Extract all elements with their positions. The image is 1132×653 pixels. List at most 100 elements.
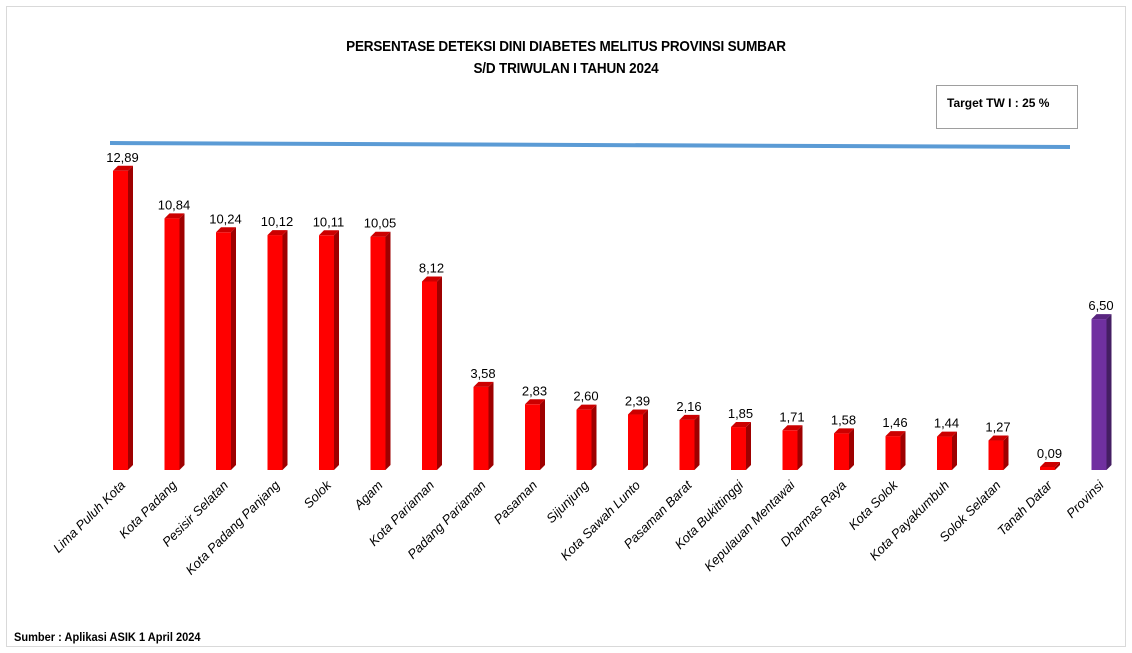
bar-top bbox=[216, 227, 236, 233]
bar bbox=[164, 218, 180, 470]
category-label: Agam bbox=[350, 477, 385, 512]
bar-side bbox=[694, 414, 700, 470]
bar-group bbox=[679, 414, 700, 470]
bar-top bbox=[731, 422, 751, 428]
bar-group bbox=[628, 409, 648, 470]
chart-title-line1: PERSENTASE DETEKSI DINI DIABETES MELITUS… bbox=[346, 38, 786, 55]
bar-group bbox=[731, 422, 751, 470]
bar bbox=[370, 236, 386, 470]
bar-side bbox=[128, 165, 133, 470]
bar bbox=[782, 430, 798, 470]
bar-side bbox=[1106, 314, 1112, 470]
target-box: Target TW I : 25 % bbox=[936, 85, 1078, 129]
bar bbox=[216, 232, 231, 470]
bar-group bbox=[216, 227, 236, 470]
bar-top bbox=[782, 425, 803, 431]
category-label: Sijunjung bbox=[543, 477, 592, 526]
bar-side bbox=[1003, 435, 1009, 470]
category-label: Pasaman bbox=[491, 478, 540, 527]
bar-group bbox=[422, 276, 442, 470]
bar-top bbox=[1040, 462, 1060, 467]
value-label: 10,05 bbox=[364, 216, 397, 231]
bar-top bbox=[937, 431, 957, 437]
value-label: 10,84 bbox=[158, 197, 191, 212]
bar-side bbox=[540, 399, 545, 470]
bar-group bbox=[1091, 314, 1112, 470]
bar bbox=[679, 419, 695, 470]
category-label: Kota Solok bbox=[846, 476, 902, 532]
bar-top bbox=[576, 404, 597, 410]
bar bbox=[473, 386, 489, 470]
bar bbox=[731, 427, 746, 470]
value-label: 2,16 bbox=[676, 399, 701, 414]
bar-side bbox=[797, 425, 803, 470]
value-label: 1,58 bbox=[831, 412, 856, 427]
category-label: Tanah Datar bbox=[994, 477, 1055, 538]
bar bbox=[937, 436, 952, 470]
source-note: Sumber : Aplikasi ASIK 1 April 2024 bbox=[14, 630, 201, 644]
bar bbox=[628, 414, 643, 470]
bar-group bbox=[473, 381, 494, 470]
bar-top bbox=[473, 381, 494, 387]
bar-group bbox=[267, 230, 288, 470]
bar-top bbox=[988, 435, 1009, 441]
bar bbox=[576, 409, 592, 470]
bar-side bbox=[179, 213, 185, 470]
value-label: 8,12 bbox=[419, 261, 444, 276]
bar-top bbox=[267, 230, 288, 236]
bar-side bbox=[385, 231, 391, 470]
bar-group bbox=[319, 230, 339, 470]
bar-side bbox=[437, 276, 442, 470]
value-label: 1,85 bbox=[728, 406, 753, 421]
category-label: Provinsi bbox=[1063, 477, 1107, 521]
value-label: 10,24 bbox=[209, 211, 242, 226]
bar-group bbox=[782, 425, 803, 470]
bar-top bbox=[628, 409, 648, 415]
bar bbox=[113, 170, 128, 470]
bar bbox=[319, 235, 334, 470]
chart-title-line2: S/D TRIWULAN I TAHUN 2024 bbox=[473, 60, 659, 77]
bar-group bbox=[370, 231, 391, 470]
value-label: 12,89 bbox=[106, 150, 139, 165]
value-label: 2,60 bbox=[573, 389, 598, 404]
bar-side bbox=[849, 428, 854, 470]
bar-side bbox=[900, 431, 906, 470]
value-label: 1,71 bbox=[779, 409, 804, 424]
bar-top bbox=[885, 431, 906, 437]
bar-side bbox=[231, 227, 236, 470]
bar-group bbox=[1040, 462, 1060, 470]
bar-group bbox=[834, 428, 854, 470]
category-label: Solok bbox=[301, 476, 336, 511]
bar bbox=[1040, 467, 1055, 470]
bar-top bbox=[319, 230, 339, 236]
bar-side bbox=[282, 230, 288, 470]
bar-side bbox=[643, 409, 648, 470]
category-label: Kota Padang Panjang bbox=[183, 477, 284, 578]
chart-frame bbox=[6, 6, 1126, 647]
bar-top bbox=[164, 213, 185, 219]
bar-top bbox=[679, 414, 700, 420]
category-label: Kepulauan Mentawai bbox=[701, 477, 798, 574]
bar-group bbox=[113, 165, 133, 470]
bar-top bbox=[834, 428, 854, 434]
bar bbox=[988, 440, 1004, 470]
bar-group bbox=[525, 399, 545, 470]
category-label: Lima Puluh Kota bbox=[50, 478, 128, 556]
bar-side bbox=[334, 230, 339, 470]
value-label: 1,27 bbox=[985, 420, 1010, 435]
bar-top bbox=[525, 399, 545, 405]
bar-top bbox=[113, 165, 133, 171]
bar-group bbox=[885, 431, 906, 470]
bar-group bbox=[164, 213, 185, 470]
value-label: 6,50 bbox=[1088, 298, 1113, 313]
bar-group bbox=[937, 431, 957, 470]
value-label: 0,09 bbox=[1037, 446, 1062, 461]
bar-side bbox=[1055, 462, 1060, 470]
bar-group bbox=[576, 404, 597, 470]
bar-top bbox=[1091, 314, 1112, 320]
value-label: 2,39 bbox=[625, 394, 650, 409]
bar bbox=[1091, 319, 1107, 470]
bar bbox=[834, 433, 849, 470]
bar-top bbox=[422, 276, 442, 282]
